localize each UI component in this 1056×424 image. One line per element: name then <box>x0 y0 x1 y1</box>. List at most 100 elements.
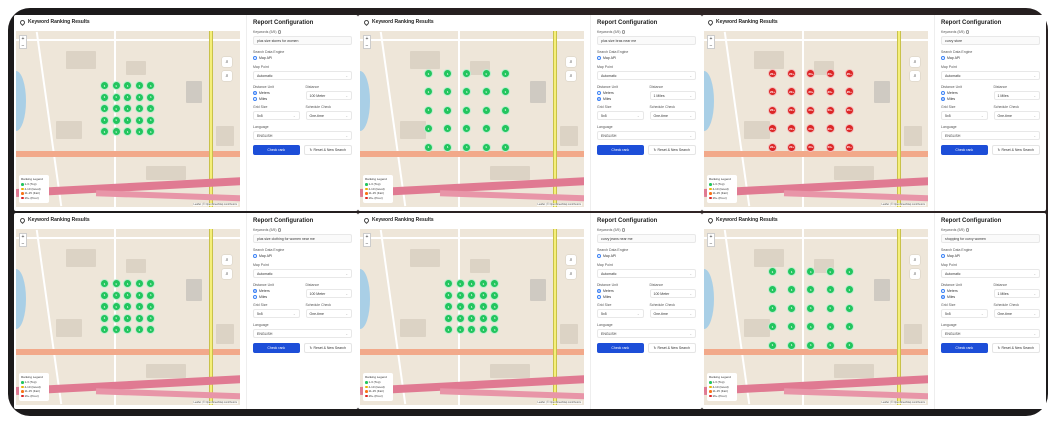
radio-icon[interactable] <box>941 56 945 60</box>
rank-marker[interactable]: 1 <box>444 325 453 335</box>
rank-marker[interactable]: 20+ <box>806 142 816 152</box>
zoom-out-button[interactable]: − <box>709 43 713 49</box>
zoom-controls[interactable]: + − <box>19 35 27 49</box>
unit-miles-radio[interactable]: Miles <box>941 295 988 299</box>
check-rank-button[interactable]: Check rank <box>941 145 988 155</box>
rank-marker[interactable]: 1 <box>123 81 133 90</box>
info-icon[interactable] <box>965 30 970 34</box>
map-point-select[interactable]: Automatic ⌄ <box>597 71 696 80</box>
rank-marker[interactable]: 1 <box>825 322 835 332</box>
rank-marker[interactable]: 1 <box>443 69 453 78</box>
rank-marker[interactable]: 1 <box>500 87 510 97</box>
rank-marker[interactable]: 1 <box>444 279 453 288</box>
rank-marker[interactable]: 20+ <box>806 87 816 97</box>
rank-marker[interactable]: 1 <box>844 340 854 350</box>
rank-marker[interactable]: 1 <box>146 81 156 90</box>
map-attribution[interactable]: Leaflet | © OpenStreetMap contributors <box>192 203 238 206</box>
grid-size-select[interactable]: 5x5 ⌄ <box>597 111 644 120</box>
rank-marker[interactable]: 1 <box>123 104 133 114</box>
zoom-out-button[interactable]: − <box>21 241 25 247</box>
rank-marker[interactable]: 1 <box>844 303 854 313</box>
radio-icon[interactable] <box>253 56 257 60</box>
keywords-input[interactable]: plus size clothing for women near me <box>253 234 352 243</box>
rank-marker[interactable]: 1 <box>134 290 144 300</box>
rank-marker[interactable]: 1 <box>481 87 491 97</box>
engine-option-map-api[interactable]: Map API <box>597 56 696 60</box>
rank-marker[interactable]: 1 <box>806 340 816 350</box>
rank-marker[interactable]: 1 <box>123 290 133 300</box>
zoom-in-button[interactable]: + <box>365 36 369 42</box>
info-icon[interactable] <box>277 228 282 232</box>
rank-marker[interactable]: 20+ <box>787 105 797 115</box>
rank-marker[interactable]: 1 <box>481 142 491 152</box>
rank-marker[interactable]: 20+ <box>844 124 854 134</box>
rank-marker[interactable]: 1 <box>500 105 510 115</box>
radio-icon[interactable] <box>597 56 601 60</box>
zoom-controls[interactable]: + − <box>363 35 371 49</box>
rank-marker[interactable]: 1 <box>111 325 121 335</box>
rank-marker[interactable]: 1 <box>478 279 488 288</box>
rank-marker[interactable]: 1 <box>111 313 121 323</box>
locate-button[interactable]: ⌕ <box>566 269 576 279</box>
radio-icon[interactable] <box>253 295 257 299</box>
zoom-out-button[interactable]: − <box>365 241 369 247</box>
rank-marker[interactable]: 1 <box>111 302 121 312</box>
unit-miles-radio[interactable]: Miles <box>941 97 988 101</box>
rank-marker[interactable]: 1 <box>100 92 109 102</box>
rank-marker[interactable]: 1 <box>444 290 453 300</box>
grid-size-select[interactable]: 5x5 ⌄ <box>941 309 988 318</box>
unit-miles-radio[interactable]: Miles <box>253 295 300 299</box>
reset-new-search-button[interactable]: ↻ Reset & New Search <box>303 343 352 353</box>
reset-new-search-button[interactable]: ↻ Reset & New Search <box>647 145 696 155</box>
rank-marker[interactable]: 1 <box>146 115 156 125</box>
rank-marker[interactable]: 1 <box>146 313 156 323</box>
engine-option-map-api[interactable]: Map API <box>941 254 1040 258</box>
info-icon[interactable] <box>621 30 626 34</box>
rank-marker[interactable]: 1 <box>478 313 488 323</box>
map-attribution[interactable]: Leaflet | © OpenStreetMap contributors <box>536 203 582 206</box>
locate-button[interactable]: ⌕ <box>910 71 920 81</box>
rank-marker[interactable]: 1 <box>467 325 477 335</box>
rank-marker[interactable]: 1 <box>146 325 156 335</box>
map-point-select[interactable]: Automatic ⌄ <box>253 269 352 278</box>
rank-marker[interactable]: 1 <box>787 267 797 276</box>
rank-marker[interactable]: 1 <box>462 142 472 152</box>
rank-marker[interactable]: 20+ <box>787 142 797 152</box>
rank-marker[interactable]: 1 <box>825 267 835 276</box>
rank-marker[interactable]: 1 <box>481 69 491 78</box>
locate-button[interactable]: ⌕ <box>910 269 920 279</box>
map-point-select[interactable]: Automatic ⌄ <box>597 269 696 278</box>
rank-marker[interactable]: 1 <box>467 279 477 288</box>
rank-marker[interactable]: 1 <box>462 105 472 115</box>
rank-marker[interactable]: 1 <box>134 313 144 323</box>
radio-icon[interactable] <box>253 97 257 101</box>
map-point-select[interactable]: Automatic ⌄ <box>253 71 352 80</box>
map-attribution[interactable]: Leaflet | © OpenStreetMap contributors <box>536 401 582 404</box>
rank-marker[interactable]: 20+ <box>844 69 854 78</box>
info-icon[interactable] <box>965 228 970 232</box>
rank-marker[interactable]: 20+ <box>806 69 816 78</box>
check-rank-button[interactable]: Check rank <box>597 145 644 155</box>
radio-icon[interactable] <box>597 289 601 293</box>
rank-marker[interactable]: 1 <box>787 303 797 313</box>
schedule-select[interactable]: One-time ⌄ <box>305 309 352 318</box>
rank-marker[interactable]: 1 <box>123 115 133 125</box>
keywords-input[interactable]: curvy store <box>941 36 1040 45</box>
rank-marker[interactable]: 1 <box>111 92 121 102</box>
rank-marker[interactable]: 1 <box>455 290 465 300</box>
distance-select[interactable]: 100 Meter ⌄ <box>305 289 352 298</box>
engine-option-map-api[interactable]: Map API <box>253 56 352 60</box>
unit-meters-radio[interactable]: Meters <box>597 91 644 95</box>
radio-icon[interactable] <box>253 254 257 258</box>
keywords-input[interactable]: plus size bras near me <box>597 36 696 45</box>
rank-marker[interactable]: 1 <box>146 127 156 137</box>
rank-marker[interactable]: 20+ <box>806 124 816 134</box>
zoom-controls[interactable]: + − <box>19 233 27 247</box>
rank-marker[interactable]: 1 <box>123 313 133 323</box>
radio-icon[interactable] <box>597 295 601 299</box>
search-map-button[interactable]: ⌕ <box>910 57 920 67</box>
radio-icon[interactable] <box>253 91 257 95</box>
